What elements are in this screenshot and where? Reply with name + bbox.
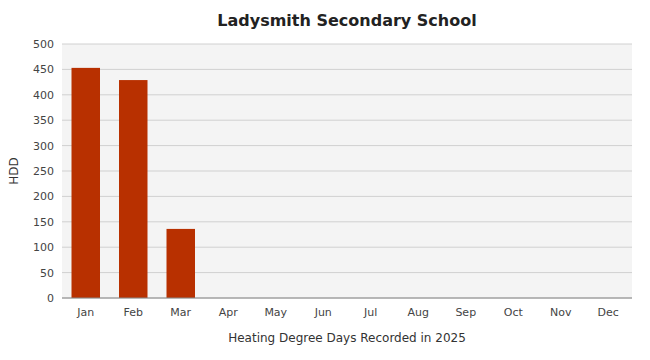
x-tick-label: Jan	[76, 306, 94, 319]
y-tick-label: 200	[33, 190, 54, 203]
x-tick-label: Nov	[550, 306, 572, 319]
plot-area	[62, 44, 632, 298]
y-tick-label: 150	[33, 216, 54, 229]
x-tick-label: Mar	[170, 306, 191, 319]
x-tick-label: Sep	[455, 306, 476, 319]
bar	[167, 229, 196, 298]
grid-line	[62, 69, 632, 70]
y-tick-label: 250	[33, 165, 54, 178]
title: Ladysmith Secondary School	[217, 11, 476, 30]
y-axis-label: HDD	[7, 157, 21, 185]
x-tick-label: Jun	[314, 306, 332, 319]
y-tick-label: 450	[33, 63, 54, 76]
bar	[72, 68, 101, 298]
grid-line	[62, 298, 632, 299]
x-tick-label: Oct	[504, 306, 524, 319]
y-tick-label: 300	[33, 140, 54, 153]
bar	[119, 80, 148, 298]
y-tick-label: 500	[33, 38, 54, 51]
x-axis-label: Heating Degree Days Recorded in 2025	[228, 331, 466, 345]
y-tick-label: 400	[33, 89, 54, 102]
x-tick-label: May	[264, 306, 287, 319]
x-axis-line	[62, 298, 632, 299]
y-tick-label: 100	[33, 241, 54, 254]
x-tick-label: Jul	[363, 306, 377, 319]
y-tick-label: 350	[33, 114, 54, 127]
x-tick-label: Aug	[408, 306, 429, 319]
y-tick-label: 0	[47, 292, 54, 305]
x-tick-label: Dec	[598, 306, 619, 319]
x-tick-label: Apr	[219, 306, 239, 319]
x-tick-label: Feb	[124, 306, 143, 319]
y-tick-label: 50	[40, 267, 54, 280]
bars	[72, 68, 196, 298]
chart: 0 50 100 150 200 250 300 350 400 450 500 Jan Feb Mar A…	[0, 0, 650, 360]
grid-line	[62, 44, 632, 45]
grid	[62, 44, 632, 298]
